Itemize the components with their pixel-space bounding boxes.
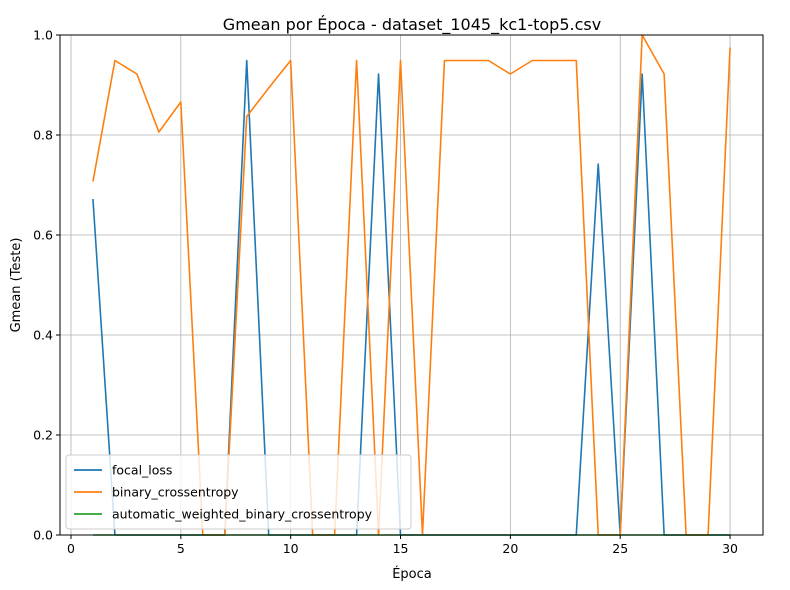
y-tick-label: 0.4 [33, 328, 53, 343]
y-tick-label: 0.8 [33, 128, 53, 143]
legend-entry: binary_crossentropy [112, 485, 239, 500]
chart-title: Gmean por Época - dataset_1045_kc1-top5.… [223, 15, 601, 35]
x-axis-label: Época [392, 566, 432, 582]
x-tick-label: 5 [177, 541, 185, 556]
x-tick-label: 25 [612, 541, 628, 556]
x-tick-label: 30 [722, 541, 738, 556]
x-axis-ticks: 0 5 10 15 20 25 30 [67, 535, 738, 556]
x-tick-label: 20 [502, 541, 518, 556]
y-tick-label: 0.2 [33, 428, 53, 443]
y-tick-label: 0.6 [33, 228, 53, 243]
y-tick-label: 0.0 [33, 528, 53, 543]
y-axis-label: Gmean (Teste) [9, 238, 24, 333]
x-tick-label: 0 [67, 541, 75, 556]
legend-entry: focal_loss [112, 463, 172, 478]
x-tick-label: 10 [283, 541, 299, 556]
x-tick-label: 15 [393, 541, 409, 556]
y-tick-label: 1.0 [33, 28, 53, 43]
legend-entry: automatic_weighted_binary_crossentropy [112, 507, 373, 522]
plot-frame [59, 34, 764, 536]
legend-box [65, 454, 412, 530]
y-axis-ticks: 0.0 0.2 0.4 0.6 0.8 1.0 [33, 28, 60, 543]
legend: focal_loss binary_crossentropy automatic_w… [65, 454, 412, 530]
